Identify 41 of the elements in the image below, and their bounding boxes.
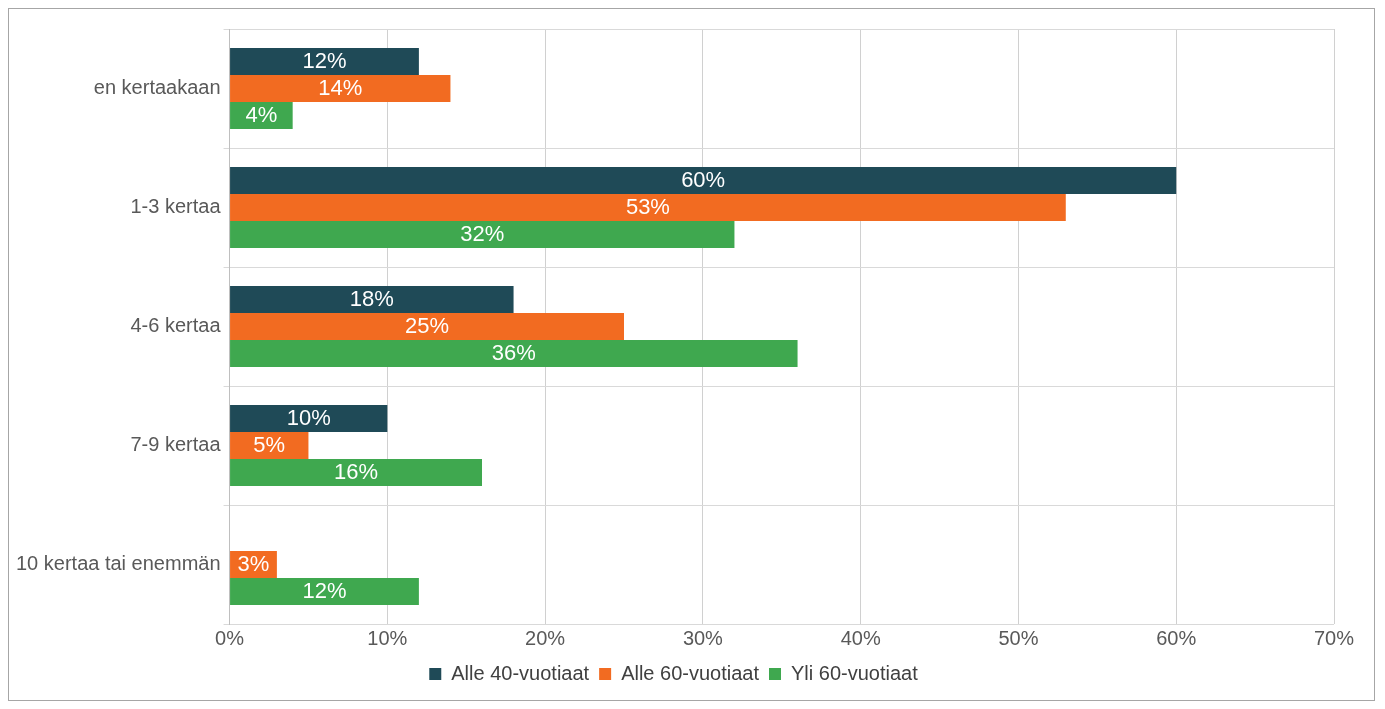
data-label: 4% — [245, 101, 278, 127]
data-label: 12% — [302, 47, 347, 73]
data-label: 53% — [625, 193, 670, 219]
data-label: 12% — [302, 577, 347, 603]
y-tick-label: 10 kertaa tai enemmän — [16, 552, 221, 575]
bar — [230, 339, 798, 367]
data-label: 14% — [318, 74, 363, 100]
y-tick-label: en kertaakaan — [93, 76, 221, 99]
data-label: 18% — [349, 285, 394, 311]
bar — [230, 577, 419, 605]
data-label: 10% — [286, 404, 331, 430]
y-tick-label: 4-6 kertaa — [130, 314, 222, 337]
y-tick-label: 1-3 kertaa — [130, 195, 222, 218]
data-label: 25% — [405, 312, 450, 338]
bar — [230, 194, 1066, 221]
x-tick-label: 40% — [840, 626, 881, 649]
bar — [230, 405, 388, 433]
x-tick-label: 70% — [1313, 626, 1355, 649]
x-tick-label: 50% — [998, 626, 1039, 649]
y-tick-label: 7-9 kertaa — [130, 433, 222, 456]
bar — [230, 48, 419, 76]
data-label: 36% — [491, 339, 536, 365]
bar — [230, 167, 1177, 195]
bar — [230, 313, 624, 340]
x-tick-label: 0% — [215, 626, 245, 649]
legend-label: Yli 60-vuotiaat — [790, 661, 919, 684]
legend-label: Alle 60-vuotiaat — [621, 661, 760, 684]
data-label: 16% — [334, 458, 379, 484]
legend-label: Alle 40-vuotiaat — [451, 661, 590, 684]
data-label: 5% — [253, 431, 286, 457]
x-tick-label: 10% — [367, 626, 408, 649]
x-tick-label: 20% — [525, 626, 566, 649]
x-tick-label: 60% — [1156, 626, 1197, 649]
data-label: 60% — [681, 166, 726, 192]
bar — [230, 75, 451, 102]
bar — [230, 286, 514, 314]
bar — [230, 458, 482, 486]
bar — [230, 220, 735, 248]
x-tick-label: 30% — [682, 626, 724, 649]
data-label: 3% — [237, 550, 270, 576]
data-label: 32% — [460, 220, 505, 246]
